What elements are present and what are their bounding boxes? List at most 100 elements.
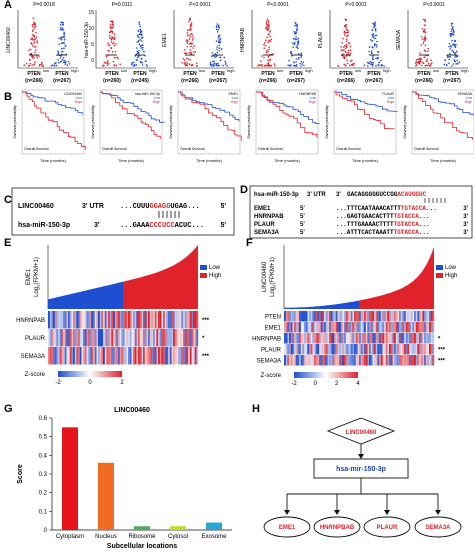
- heat-sig: ***: [438, 359, 446, 365]
- heat-cell: [68, 311, 70, 329]
- d-seq-site: TGTACCA: [401, 205, 427, 212]
- heat-cell: [317, 311, 320, 322]
- a-dot: [290, 52, 293, 55]
- a-dot: [141, 64, 144, 66]
- heat-cell: [422, 355, 425, 366]
- heat-cell: [51, 329, 54, 347]
- heat-sig: ***: [202, 318, 210, 324]
- heat-cell: [427, 333, 430, 344]
- heat-cell: [395, 355, 398, 366]
- a-dot: [224, 60, 227, 63]
- panel-c-box: [11, 187, 235, 236]
- heat-cell: [382, 355, 385, 366]
- heat-cell: [285, 322, 288, 333]
- a-dot: [132, 65, 135, 67]
- heat-cell: [364, 333, 366, 344]
- heat-cell: [329, 344, 331, 355]
- heat-cell: [389, 322, 391, 333]
- heat-cell: [334, 333, 336, 344]
- d-seq-c: ...: [419, 213, 430, 220]
- b-legend-high: High: [465, 100, 472, 104]
- heat-cell: [417, 333, 420, 344]
- heat-cell: [121, 347, 124, 365]
- heat-cell: [191, 329, 194, 347]
- a-dot: [295, 31, 298, 34]
- a-dot: [62, 61, 65, 64]
- a-dot: [212, 63, 214, 66]
- heat-cell: [360, 355, 363, 366]
- heat-cell: [329, 333, 331, 344]
- a-dot: [449, 48, 451, 50]
- heat-cell: [369, 322, 371, 333]
- a-dot: [61, 27, 64, 29]
- a-dot: [63, 59, 65, 62]
- a-dot: [33, 63, 35, 66]
- a-dot: [345, 55, 348, 57]
- heat-cell: [345, 344, 348, 355]
- a-dot: [429, 63, 432, 65]
- heat-cell: [184, 329, 187, 347]
- a-dot: [216, 51, 219, 54]
- a-dot: [209, 64, 212, 66]
- heat-cell: [360, 344, 363, 355]
- heat-cell: [171, 329, 174, 347]
- a-dot: [268, 39, 270, 42]
- heat-cell: [364, 322, 366, 333]
- a-dot: [349, 64, 351, 67]
- mir-3prime: 3': [94, 222, 100, 229]
- b-legend-title: SEMA3A: [458, 92, 473, 96]
- b-xlabel: Time (months): [430, 158, 456, 163]
- heat-cell: [432, 355, 435, 366]
- heat-cell: [86, 347, 89, 365]
- a-dot: [451, 49, 453, 52]
- a-dot: [416, 61, 419, 64]
- heat-cell: [49, 329, 52, 347]
- a-dot: [188, 63, 191, 65]
- a-dot: [57, 50, 59, 52]
- a-dot: [41, 65, 44, 67]
- heat-cell: [119, 347, 122, 365]
- heat-cell: [429, 333, 431, 344]
- heat-cell: [290, 333, 293, 344]
- heat-cell: [415, 322, 418, 333]
- heat-cell: [176, 329, 179, 347]
- a-dot: [131, 62, 133, 65]
- heat-cell: [304, 355, 306, 366]
- a-dot: [65, 45, 67, 48]
- d-target-seq: ...TTTGAAAACTTTTTGTACCA...: [336, 221, 430, 228]
- heat-cell: [118, 329, 120, 347]
- heat-cell: [196, 329, 199, 347]
- heat-cell: [146, 329, 149, 347]
- a-dot: [186, 40, 188, 43]
- heat-cell: [302, 322, 305, 333]
- a-dot: [29, 62, 32, 65]
- heat-legend-low: Low: [209, 265, 221, 271]
- heat-cell: [417, 344, 420, 355]
- a-ytick: 0: [91, 58, 94, 64]
- a-dot: [104, 62, 107, 64]
- a-dot: [57, 53, 59, 55]
- heat-cell: [382, 322, 385, 333]
- heat-cell: [143, 347, 145, 365]
- heat-cell: [329, 311, 331, 322]
- heat-cell: [104, 347, 107, 365]
- a-dot: [268, 46, 270, 49]
- a-dot: [109, 24, 112, 26]
- heat-cell: [380, 322, 383, 333]
- heat-cell: [183, 329, 185, 347]
- a-dot: [269, 64, 271, 67]
- a-dot: [295, 36, 297, 38]
- b-legend-high: High: [231, 100, 238, 104]
- a-dot: [298, 53, 300, 55]
- a-dot: [189, 51, 192, 54]
- a-dot: [454, 52, 456, 55]
- a-dot: [300, 52, 303, 55]
- a-dot: [224, 63, 227, 66]
- heat-cell: [364, 344, 366, 355]
- heat-cell: [299, 311, 301, 322]
- a-dot: [216, 28, 218, 30]
- heat-cell: [347, 311, 350, 322]
- heat-cell: [359, 344, 361, 355]
- h-mirna-label: hsa-mir-150-3p: [336, 466, 386, 473]
- heat-cell: [357, 311, 360, 322]
